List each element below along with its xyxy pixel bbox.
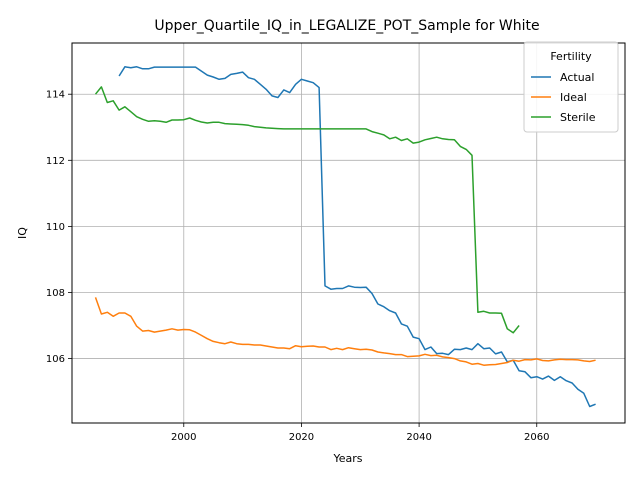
x-axis-label: Years [332, 452, 362, 465]
x-axis: 2000 2020 2040 2060 [171, 423, 549, 443]
x-tick-label: 2000 [171, 432, 196, 443]
y-tick-label: 112 [46, 156, 65, 167]
x-tick-label: 2040 [406, 432, 431, 443]
chart-title: Upper_Quartile_IQ_in_LEGALIZE_POT_Sample… [154, 18, 539, 34]
y-tick-label: 106 [46, 354, 65, 365]
series-lines [94, 66, 596, 408]
legend-label-sterile: Sterile [560, 111, 596, 124]
legend-label-actual: Actual [560, 71, 594, 84]
legend-title: Fertility [550, 50, 592, 63]
x-tick-label: 2060 [524, 432, 549, 443]
series-line-sterile [94, 86, 520, 334]
y-axis-label: IQ [16, 227, 29, 239]
y-tick-label: 114 [46, 90, 65, 101]
legend: Fertility Actual Ideal Sterile [523, 41, 619, 133]
series-line-actual [118, 66, 596, 408]
plot-frame [71, 42, 626, 424]
y-tick-label: 108 [46, 288, 65, 299]
x-tick-label: 2020 [289, 432, 314, 443]
legend-box [523, 41, 619, 133]
legend-label-ideal: Ideal [560, 91, 587, 104]
y-axis: 106 108 110 112 114 [46, 90, 72, 365]
y-tick-label: 110 [46, 222, 65, 233]
series-line-ideal [94, 297, 596, 366]
